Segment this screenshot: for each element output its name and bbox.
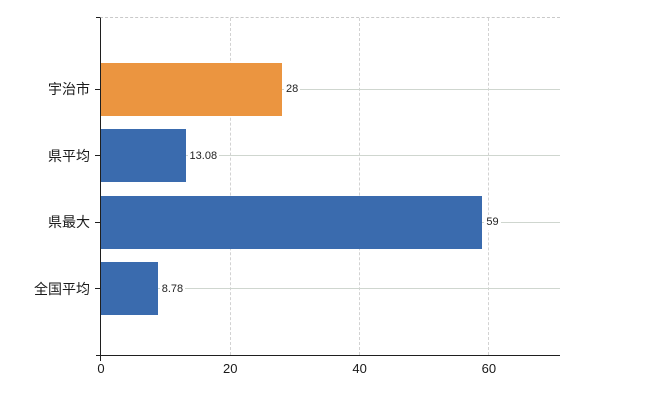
category-label: 宇治市 [48,81,90,97]
x-axis-tick-label: 20 [223,361,238,376]
bar-highlight [101,62,282,116]
x-axis-tick-label: 40 [352,361,367,376]
y-axis-tick [95,88,100,90]
category-label: 県最大 [48,214,90,230]
x-axis-tick-label: 0 [97,361,105,376]
gridline-vertical [488,18,490,355]
category-label: 全国平均 [34,280,90,297]
y-axis-tick [95,155,100,156]
bar-value-label: 8.78 [159,281,186,297]
bar-value-label: 13.08 [187,148,220,164]
x-axis-tick-label: 60 [481,361,497,376]
bar-series [101,262,158,315]
gridline-horizontal [101,155,560,156]
y-axis-bottom-end [100,356,101,361]
y-axis-tick [95,288,100,289]
bar-value-label: 28 [284,82,301,97]
gridline-horizontal [101,288,560,289]
gridline-vertical [229,18,231,355]
y-axis-tick [95,221,100,223]
bar-series [101,195,483,249]
x-axis-left-end [96,355,101,356]
plot-area: 0 20 40 60 28 13.08 59 8.78 [95,17,560,376]
gridline-horizontal [101,88,560,90]
category-label: 県平均 [48,147,90,164]
y-axis-category-labels: 宇治市県平均県最大全国平均 [0,18,90,355]
bar-series [101,129,186,182]
y-axis-top-tick [96,17,100,18]
bar-value-label: 59 [484,215,501,230]
gridline-vertical [359,18,361,355]
